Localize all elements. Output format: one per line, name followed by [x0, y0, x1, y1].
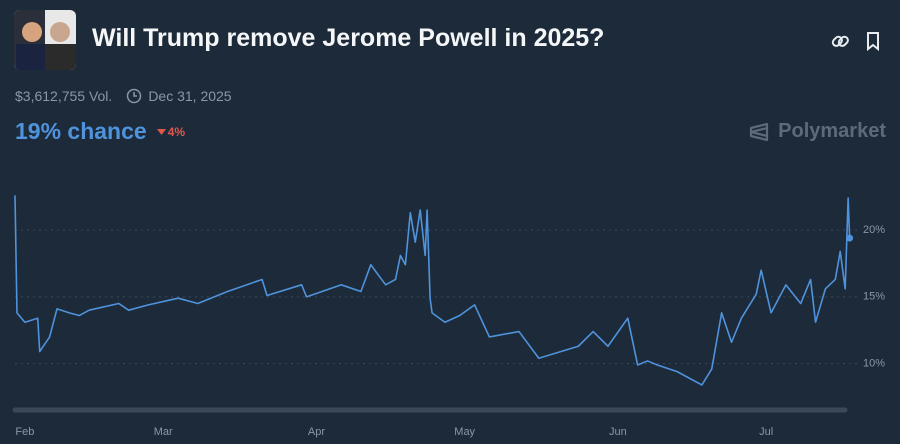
y-tick-label: 15% [863, 291, 885, 303]
last-point [846, 234, 854, 242]
actions [831, 32, 879, 52]
volume: $3,612,755 Vol. [15, 88, 113, 104]
x-tick-label: Mar [154, 426, 173, 438]
change-value: 4% [167, 124, 186, 139]
brand-logo [750, 122, 769, 141]
market-meta: $3,612,755 Vol. Dec 31, 2025 [15, 88, 232, 104]
x-tick-label: Apr [308, 426, 325, 438]
down-arrow [156, 128, 166, 135]
end-date: Dec 31, 2025 [148, 88, 232, 104]
brand-name: Polymarket [778, 120, 886, 142]
change: 4% [156, 124, 186, 139]
y-tick-label: 20% [863, 224, 885, 236]
market-title: Will Trump remove Jerome Powell in 2025? [92, 24, 605, 52]
x-tick-label: Feb [15, 426, 34, 438]
x-tick-label: May [454, 426, 475, 438]
chance: 19% chance [15, 118, 147, 144]
chance-row: 19% chance 4% [15, 118, 185, 145]
x-tick-label: Jun [609, 426, 627, 438]
link-button[interactable] [831, 35, 849, 47]
bookmark-button[interactable] [867, 32, 879, 52]
line [14, 195, 851, 386]
market-image [14, 10, 76, 70]
y-tick-label: 10% [863, 358, 885, 370]
x-tick-label: Jul [759, 426, 773, 438]
clock-icon [127, 88, 142, 104]
brand: Polymarket [748, 120, 886, 143]
